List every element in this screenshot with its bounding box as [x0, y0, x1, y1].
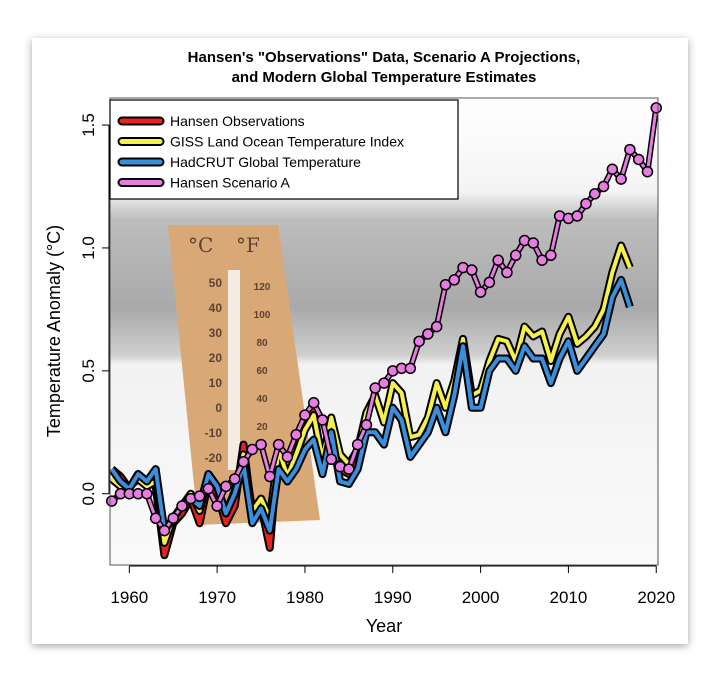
data-point [439, 279, 452, 291]
data-point [624, 143, 636, 156]
celsius-tick: -10 [205, 426, 223, 440]
data-point [149, 512, 162, 525]
data-point [202, 483, 215, 495]
data-point [167, 512, 179, 525]
fahrenheit-tick: 80 [256, 338, 268, 349]
data-point [176, 500, 188, 512]
y-tick-label: 0.0 [79, 482, 98, 506]
data-point [589, 188, 601, 200]
celsius-label: °C [188, 233, 213, 257]
data-point [378, 377, 390, 389]
y-axis-label: Temperature Anomaly (°C) [44, 225, 64, 437]
celsius-tick: -20 [205, 451, 223, 465]
y-tick-label: 1.0 [79, 236, 98, 260]
data-point [492, 254, 504, 266]
legend-label: HadCRUT Global Temperature [170, 154, 361, 170]
data-point [211, 500, 223, 512]
legend-label: Hansen Scenario A [170, 175, 291, 191]
data-point [316, 414, 329, 426]
data-point [545, 249, 557, 262]
fahrenheit-label: °F [236, 233, 260, 257]
data-point [272, 438, 285, 451]
data-point [650, 102, 662, 114]
data-point [246, 443, 259, 456]
celsius-tick: 30 [209, 326, 223, 340]
data-point [430, 320, 443, 333]
chart-title-line2: and Modern Global Temperature Estimates [232, 69, 537, 86]
data-point [483, 276, 496, 289]
x-tick-label: 2000 [462, 588, 500, 607]
data-point [193, 490, 206, 502]
data-point [466, 264, 478, 276]
data-point [404, 362, 417, 375]
fahrenheit-tick: 40 [256, 394, 268, 405]
data-point [141, 487, 153, 500]
fahrenheit-tick: 120 [254, 282, 271, 293]
fahrenheit-tick: 20 [256, 422, 268, 433]
y-tick-label: 0.5 [79, 359, 98, 383]
data-point [264, 470, 276, 483]
x-tick-label: 1970 [198, 588, 236, 607]
data-point [413, 335, 425, 348]
data-point [527, 237, 540, 249]
legend-label: Hansen Observations [170, 113, 305, 129]
x-tick-label: 1960 [110, 588, 148, 607]
data-point [351, 438, 364, 451]
chart-title: Hansen's "Observations" Data, Scenario A… [188, 49, 581, 66]
x-tick-label: 2020 [637, 588, 675, 607]
series-hansen-scenario-a [106, 102, 662, 537]
data-point [106, 495, 118, 507]
celsius-tick: 10 [209, 376, 223, 390]
data-point [448, 274, 461, 286]
data-point [632, 153, 645, 166]
fahrenheit-tick: 100 [254, 310, 271, 321]
data-point [325, 453, 338, 466]
data-point [343, 463, 355, 475]
series-hadcrut-global-temperature [108, 275, 634, 535]
data-point [158, 524, 171, 537]
data-point [299, 409, 311, 421]
data-point [501, 266, 513, 279]
data-point [237, 456, 250, 468]
data-point [255, 438, 267, 451]
data-point [281, 451, 294, 463]
x-axis-label: Year [366, 616, 402, 636]
data-point [360, 419, 373, 431]
celsius-tick: 20 [209, 351, 223, 365]
data-point [580, 197, 592, 210]
celsius-tick: 40 [209, 301, 223, 315]
x-tick-label: 2010 [550, 588, 588, 607]
celsius-tick: 0 [215, 401, 222, 415]
data-point [536, 254, 548, 266]
series-line [110, 277, 632, 533]
data-point [571, 210, 583, 222]
data-point [474, 286, 487, 298]
celsius-tick: 50 [209, 276, 223, 290]
fahrenheit-tick: 60 [256, 366, 268, 377]
x-tick-label: 1980 [286, 588, 324, 607]
data-point [307, 397, 320, 409]
data-point [228, 473, 241, 485]
plot-frame [109, 97, 659, 566]
data-point [615, 173, 627, 185]
data-point [422, 328, 434, 340]
data-point [369, 382, 381, 394]
data-point [606, 163, 619, 176]
data-point [290, 428, 302, 441]
data-point [641, 165, 654, 178]
data-point [509, 249, 522, 262]
y-tick-label: 1.5 [79, 113, 98, 137]
legend: Hansen Observations GISS Land Ocean Tempe… [109, 99, 459, 200]
x-tick-label: 1990 [374, 588, 412, 607]
data-point [220, 480, 232, 493]
legend-label: GISS Land Ocean Temperature Index [170, 134, 404, 150]
data-point [597, 180, 610, 193]
